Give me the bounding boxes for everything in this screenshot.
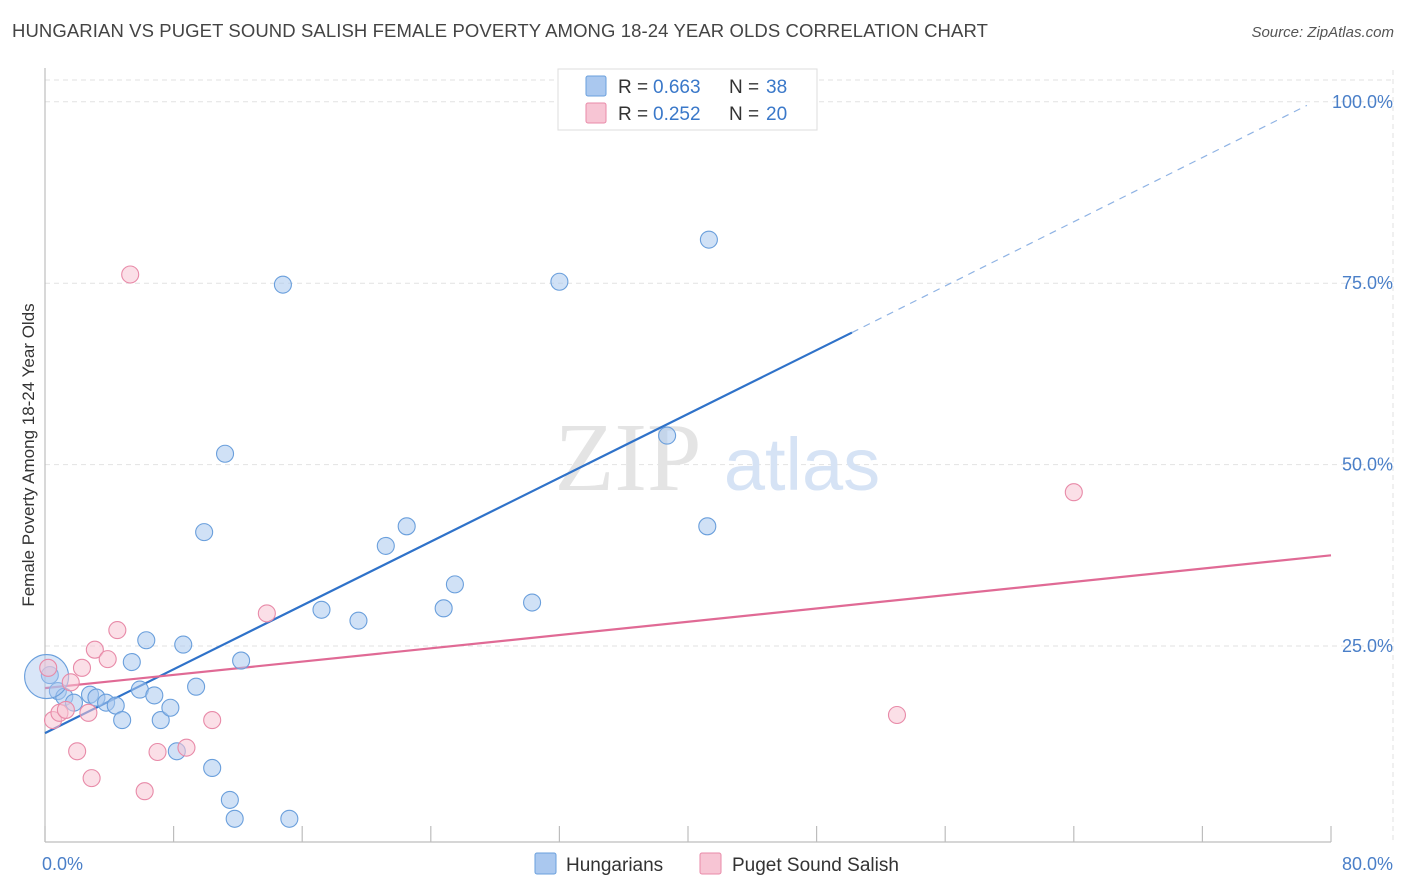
bottom-legend-swatch-hungarians [534,852,557,875]
point-hungarians-35 [698,517,717,536]
point-hungarians-14 [161,698,180,717]
y-axis-title: Female Poverty Among 18-24 Year Olds [19,303,38,606]
point-hungarians-8 [113,711,132,730]
y-tick-label-2: 75.0% [1342,273,1393,293]
point-puget-sound-salish-7 [79,703,98,722]
point-hungarians-22 [225,809,244,828]
point-puget-sound-salish-11 [108,621,127,640]
point-hungarians-28 [376,536,395,555]
legend-top: R = 0.663 N = 38 R = 0.252 N = 20 [557,68,818,131]
legend-r-label-1: R = [618,104,648,125]
point-hungarians-16 [174,635,193,654]
point-puget-sound-salish-12 [121,265,140,284]
y-tick-label-1: 50.0% [1342,455,1393,475]
point-puget-sound-salish-18 [887,705,907,725]
point-puget-sound-salish-16 [203,711,222,730]
point-puget-sound-salish-13 [135,782,154,801]
watermark: ZIP atlas [555,404,881,512]
point-puget-sound-salish-8 [82,769,101,788]
point-puget-sound-salish-14 [148,742,167,762]
point-hungarians-19 [203,758,222,778]
watermark-zip: ZIP [555,404,702,512]
legend-n-label-0: N = [729,77,759,98]
point-hungarians-33 [550,272,569,291]
point-puget-sound-salish-9 [85,640,104,659]
legend-r-value-1: 0.252 [653,104,701,125]
point-puget-sound-salish-17 [257,604,276,623]
point-hungarians-29 [397,517,416,536]
point-hungarians-11 [137,631,156,650]
y-tick-label-0: 25.0% [1342,636,1393,656]
legend-n-value-1: 20 [766,104,787,125]
point-puget-sound-salish-10 [98,650,117,669]
point-hungarians-17 [187,677,206,696]
point-hungarians-9 [122,652,141,672]
point-puget-sound-salish-6 [72,658,92,677]
legend-r-value-0: 0.663 [653,77,701,98]
point-puget-sound-salish-3 [56,700,75,719]
point-hungarians-25 [280,809,299,828]
bottom-legend-label-hungarians: Hungarians [566,855,663,876]
point-hungarians-24 [273,275,292,294]
bottom-legend-label-puget-sound-salish: Puget Sound Salish [732,855,899,876]
point-puget-sound-salish-15 [177,738,196,757]
point-hungarians-23 [232,651,251,670]
point-hungarians-36 [699,230,718,249]
point-hungarians-18 [195,523,214,542]
point-puget-sound-salish-0 [39,658,58,677]
y-tick-label-3: 100.0% [1332,92,1393,112]
point-hungarians-31 [445,575,464,594]
grid-layer [45,70,1394,842]
legend-n-label-1: N = [729,104,759,125]
tick-label-layer: 25.0% 50.0% 75.0% 100.0% 0.0% 80.0% [42,92,1393,874]
legend-swatch-puget-sound-salish [585,102,607,124]
x-tick-label-0: 0.0% [42,854,83,874]
point-hungarians-34 [658,426,677,445]
point-hungarians-12 [145,686,164,705]
point-puget-sound-salish-4 [61,673,80,692]
legend-n-value-0: 38 [766,77,787,98]
legend-swatch-hungarians [585,75,607,97]
point-hungarians-32 [523,593,542,612]
x-tick-label-1: 80.0% [1342,854,1393,874]
watermark-atlas: atlas [724,423,880,506]
point-hungarians-27 [349,611,368,630]
legend-bottom: Hungarians Puget Sound Salish [534,852,899,876]
point-hungarians-26 [312,600,331,619]
trend-layer [44,104,1332,735]
trend-line-hungarians [44,331,853,735]
axis-layer [44,68,1332,843]
point-hungarians-20 [215,444,235,463]
chart-source: Source: ZipAtlas.com [1251,24,1394,41]
point-hungarians-21 [220,790,239,809]
trend-line-hungarians-extension [851,104,1308,334]
trend-line-puget-sound-salish [44,554,1332,690]
point-hungarians-13 [151,711,170,730]
point-puget-sound-salish-19 [1064,483,1083,502]
legend-r-label-0: R = [618,77,648,98]
points-layer [24,230,1083,828]
chart-title: HUNGARIAN VS PUGET SOUND SALISH FEMALE P… [12,20,988,41]
bottom-legend-swatch-puget-sound-salish [699,852,722,875]
point-hungarians-30 [434,599,453,618]
point-puget-sound-salish-5 [68,742,87,761]
